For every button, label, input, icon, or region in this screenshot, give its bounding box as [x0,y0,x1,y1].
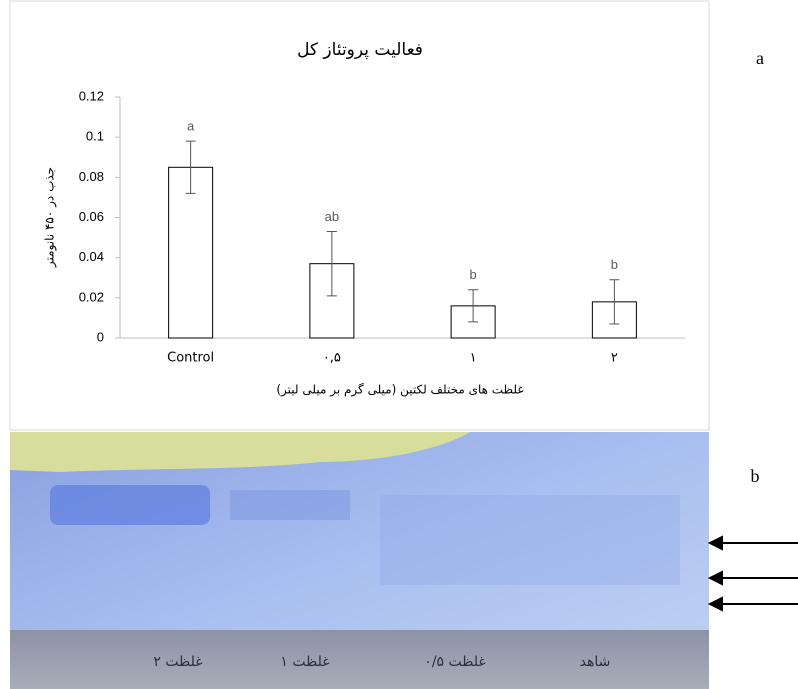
y-axis-label: جذب در ۴۵۰ نانومتر [43,167,58,268]
panel-label: b [751,466,760,486]
y-tick-label: 0 [97,329,104,344]
page: {"chart_data": {"type": "bar", "title": … [0,0,798,689]
y-tick-label: 0.08 [79,169,104,184]
y-tick-label: 0.04 [79,249,104,264]
gel-lane-label: غلظت ۲ [153,654,202,670]
y-tick-label: 0.02 [79,289,104,304]
y-tick-label: 0.12 [79,88,104,103]
x-tick-label: ۱ [470,351,477,366]
gel-lane-label: شاهد [580,654,611,670]
y-tick-label: 0.1 [86,129,104,144]
x-tick-label: ۲ [611,351,618,366]
gel-band [380,495,680,585]
significance-letter: a [187,119,195,134]
gel-image [10,432,709,689]
significance-letter: b [470,267,477,282]
figure: فعالیت پروتئاز کل جذب در ۴۵۰ نانومتر غلظ… [0,0,798,689]
gel-band [50,485,210,525]
y-tick-label: 0.06 [79,209,104,224]
significance-letter: b [611,257,618,272]
chart-frame [10,1,709,430]
chart-title: فعالیت پروتئاز کل [297,40,423,60]
panel-label: a [756,48,764,68]
x-tick-label: ۰,۵ [323,351,341,366]
gel-lane-label: غلظت ۱ [280,654,329,670]
arrows [710,537,798,610]
gel-lane-label: غلظت ۰/۵ [424,654,485,670]
significance-letter: ab [325,209,339,224]
gel-band [230,490,350,520]
x-tick-label: Control [167,351,214,366]
x-axis-label: غلظت های مختلف لکتین (میلی گرم بر میلی ل… [276,383,523,398]
